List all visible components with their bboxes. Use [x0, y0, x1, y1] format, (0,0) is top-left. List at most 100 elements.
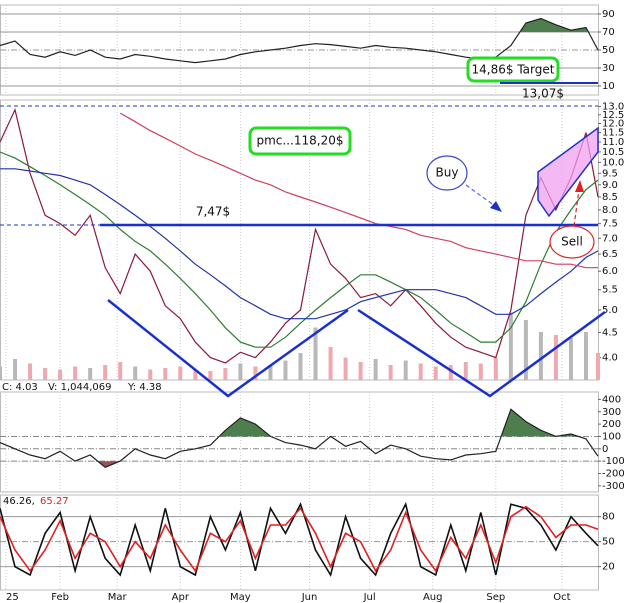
volume-bar — [596, 353, 600, 380]
x-tick-label: Feb — [51, 592, 69, 603]
volume-bar — [163, 368, 168, 380]
series-line — [0, 501, 599, 578]
y-tick-label: 400 — [602, 394, 621, 405]
readout-text: 65.27 — [40, 496, 69, 507]
volume-bar — [418, 363, 423, 380]
y-tick-label: 0 — [602, 444, 608, 455]
sell-circle — [549, 225, 595, 259]
y-tick-label: 8.5 — [602, 192, 618, 203]
x-tick-label: Mar — [108, 592, 128, 603]
channel — [537, 126, 599, 218]
support-label: 7,47$ — [196, 205, 230, 219]
volume-bar — [313, 327, 318, 380]
status-text: V: 1,044,069 — [48, 382, 111, 393]
sell-label: Sell — [561, 235, 583, 249]
volume-bar — [433, 366, 438, 380]
volume-bar — [103, 365, 108, 380]
y-tick-label: 200 — [602, 419, 621, 430]
volume-bar — [193, 369, 198, 380]
volume-bar — [43, 368, 48, 380]
series-line — [0, 107, 599, 364]
y-tick-label: 10.5 — [602, 147, 624, 158]
buy-arrow — [465, 184, 496, 207]
volume-bar — [178, 366, 183, 380]
volume-bar — [73, 366, 78, 380]
y-tick-label: 11.5 — [602, 128, 624, 139]
x-tick-label: Jun — [301, 592, 318, 603]
y-tick-label: 4.0 — [602, 353, 618, 364]
panel-frame — [0, 391, 599, 493]
series-line — [0, 17, 599, 64]
volume-bar — [238, 363, 243, 380]
y-tick-label: 7.5 — [602, 219, 618, 230]
y-tick-label: 100 — [602, 431, 621, 442]
y-tick-label: 10 — [602, 81, 615, 92]
volume-bar — [493, 357, 498, 380]
volume-bar — [328, 347, 333, 380]
y-tick-label: 4.5 — [602, 327, 618, 338]
volume-bar — [463, 362, 468, 380]
y-tick-label: 6.5 — [602, 249, 618, 260]
series-line — [0, 408, 599, 468]
y-tick-label: 90 — [602, 9, 615, 20]
volume-bar — [508, 312, 513, 380]
target-box — [466, 56, 560, 83]
volume-bar — [553, 335, 558, 380]
y-tick-label: 5.0 — [602, 305, 618, 316]
volume-bar — [448, 365, 453, 380]
y-tick-label: 10.0 — [602, 157, 624, 168]
x-tick-label: Oct — [553, 592, 570, 603]
x-tick-label: Aug — [423, 592, 443, 603]
y-tick-label: 5.5 — [602, 285, 618, 296]
readout-text: 46.26, — [3, 496, 35, 507]
sell-arrow — [573, 189, 580, 227]
y-tick-label: 9.5 — [602, 168, 618, 179]
volume-bar — [13, 359, 18, 380]
y-tick-label: 12.5 — [602, 110, 624, 121]
volume-bar — [283, 360, 288, 380]
volume-bar — [148, 369, 153, 380]
y-tick-label: 300 — [602, 407, 621, 418]
band-fill — [0, 18, 598, 32]
x-tick-label: May — [230, 592, 251, 603]
level-label: 13,07$ — [522, 87, 564, 101]
y-tick-label: 50 — [602, 45, 615, 56]
y-tick-label: 11.0 — [602, 137, 624, 148]
y-tick-label: -300 — [602, 481, 625, 492]
target-label: 14,86$ Target — [472, 63, 555, 77]
trend-v — [107, 299, 349, 398]
volume-bar — [118, 362, 123, 380]
series-line — [0, 505, 599, 573]
volume-bar — [0, 366, 2, 380]
volume-bar — [358, 362, 363, 380]
volume-bar — [223, 368, 228, 380]
volume-bar — [538, 332, 543, 380]
volume-bar — [523, 320, 528, 380]
x-tick-label: 25 — [6, 592, 19, 603]
y-tick-label: 50 — [602, 537, 615, 548]
volume-bar — [568, 338, 573, 380]
y-tick-label: 70 — [602, 27, 615, 38]
x-tick-label: Apr — [172, 592, 190, 603]
volume-bar — [208, 371, 213, 380]
lines-layer: 25 Feb Mar Apr May Jun Jul Aug Sep Oct 10 30 50 70 90 4… — [0, 4, 625, 603]
y-tick-label: 8.0 — [602, 205, 618, 216]
y-tick-label: -100 — [602, 456, 625, 467]
sell-arrowhead — [575, 180, 584, 192]
volume-bar — [388, 365, 393, 380]
series-line — [0, 151, 599, 348]
status-text: Y: 4.38 — [127, 382, 162, 393]
y-tick-label: 20 — [602, 562, 615, 573]
y-tick-label: 7.0 — [602, 233, 618, 244]
y-tick-label: 9.0 — [602, 180, 618, 191]
panel-frame — [0, 494, 599, 591]
buy-label: Buy — [436, 166, 459, 180]
status-text: C: 4.03 — [2, 382, 38, 393]
y-tick-label: 80 — [602, 512, 615, 523]
buy-arrowhead — [490, 201, 502, 212]
y-tick-label: 12.0 — [602, 119, 624, 130]
annotations: 7,47$ pmc...118,20$ 14,86$ Target 13,07$… — [0, 56, 606, 398]
buy-circle — [426, 155, 468, 191]
volume-bar — [88, 368, 93, 380]
